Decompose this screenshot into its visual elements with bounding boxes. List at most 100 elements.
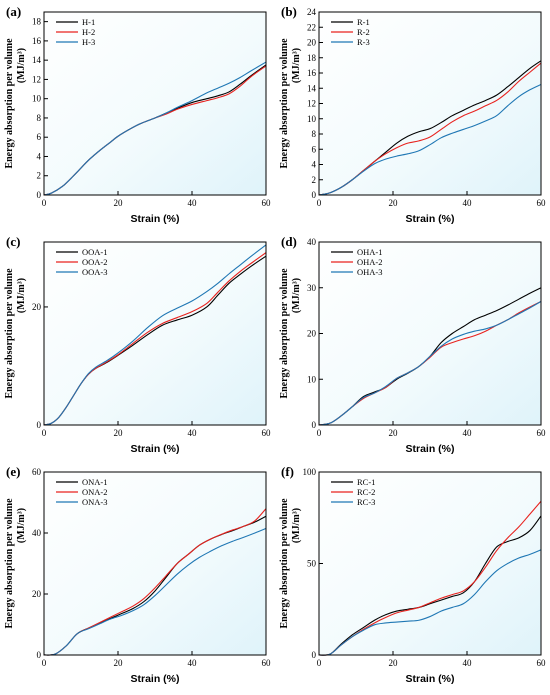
plot-frame <box>318 11 542 196</box>
x-tick-label: 40 <box>188 428 198 438</box>
legend-label: R-2 <box>357 27 370 37</box>
x-tick-label: 60 <box>537 198 547 208</box>
legend-label: RC-2 <box>357 487 375 497</box>
y-tick-label: 18 <box>307 53 317 63</box>
legend-label: H-2 <box>82 27 95 37</box>
y-tick-label: 14 <box>32 55 42 65</box>
y-tick-label: 40 <box>32 528 42 538</box>
y-tick-label: 40 <box>307 237 317 247</box>
x-axis-label: Strain (%) <box>405 443 454 455</box>
x-tick-label: 0 <box>317 428 322 438</box>
x-axis-label: Strain (%) <box>130 443 179 455</box>
y-tick-label: 20 <box>307 329 317 339</box>
y-tick-label: 2 <box>37 171 42 181</box>
legend-label: OHA-1 <box>357 247 383 257</box>
y-tick-label: 22 <box>307 22 316 32</box>
x-tick-label: 0 <box>42 658 47 668</box>
legend-label: H-1 <box>82 17 95 27</box>
y-axis-label: Energy absorption per volume <box>279 268 290 399</box>
series-line <box>43 61 267 196</box>
y-tick-label: 16 <box>307 68 317 78</box>
y-tick-label: 0 <box>37 650 42 660</box>
plot-background <box>319 242 541 425</box>
y-axis-unit: (MJ/m³) <box>16 278 27 313</box>
y-axis-unit: (MJ/m³) <box>16 508 27 543</box>
y-tick-label: 4 <box>37 151 42 161</box>
y-tick-label: 0 <box>312 190 317 200</box>
x-tick-label: 0 <box>42 198 47 208</box>
panel-label: (e) <box>6 464 20 479</box>
x-axis-label: Strain (%) <box>405 673 454 685</box>
x-tick-label: 20 <box>114 428 124 438</box>
chart-panel: (e) 0 20 40 60 0 20 40 60 Strain (%) Energy absorp… <box>4 464 271 685</box>
x-tick-label: 0 <box>317 658 322 668</box>
legend-label: OHA-3 <box>357 267 383 277</box>
plot-frame <box>43 471 267 656</box>
chart-panel: (d) 0 20 40 60 0 10 20 30 40 Strain (%) Energy abso… <box>279 234 546 455</box>
plot-background <box>44 242 266 425</box>
plot-background <box>44 472 266 655</box>
y-tick-label: 10 <box>307 374 317 384</box>
y-tick-label: 18 <box>32 17 42 27</box>
plot-background <box>319 12 541 195</box>
y-axis-label: Energy absorption per volume <box>4 38 15 169</box>
panel-label: (b) <box>281 4 297 19</box>
x-tick-label: 60 <box>262 428 272 438</box>
x-axis-label: Strain (%) <box>130 213 179 225</box>
y-tick-label: 6 <box>37 132 42 142</box>
x-tick-label: 40 <box>188 658 198 668</box>
x-tick-label: 40 <box>463 198 473 208</box>
y-tick-label: 12 <box>32 74 41 84</box>
y-tick-label: 0 <box>37 190 42 200</box>
x-axis-label: Strain (%) <box>405 213 454 225</box>
y-tick-label: 60 <box>32 467 42 477</box>
series-line <box>43 527 267 656</box>
y-axis-unit: (MJ/m³) <box>291 48 302 83</box>
legend-label: R-1 <box>357 17 370 27</box>
y-tick-label: 12 <box>307 99 316 109</box>
series-line <box>318 515 542 656</box>
y-axis-unit: (MJ/m³) <box>291 508 302 543</box>
legend-label: ONA-2 <box>82 487 108 497</box>
plot-frame <box>43 11 267 196</box>
y-tick-label: 20 <box>307 38 317 48</box>
plot-frame <box>318 241 542 426</box>
panel-label: (d) <box>281 234 297 249</box>
y-tick-label: 10 <box>32 94 42 104</box>
x-tick-label: 60 <box>537 428 547 438</box>
plot-background <box>319 472 541 655</box>
x-tick-label: 60 <box>262 658 272 668</box>
x-tick-label: 40 <box>463 658 473 668</box>
series-line <box>318 549 542 656</box>
y-tick-label: 24 <box>307 7 317 17</box>
y-tick-label: 0 <box>312 650 317 660</box>
x-tick-label: 20 <box>389 428 399 438</box>
y-tick-label: 8 <box>37 113 42 123</box>
x-axis-label: Strain (%) <box>130 673 179 685</box>
legend-label: OOA-1 <box>82 247 108 257</box>
y-axis-unit: (MJ/m³) <box>291 278 302 313</box>
y-tick-label: 50 <box>307 559 317 569</box>
x-tick-label: 20 <box>389 198 399 208</box>
x-tick-label: 0 <box>42 428 47 438</box>
y-tick-label: 8 <box>312 129 317 139</box>
y-axis-label: Energy absorption per volume <box>4 498 15 629</box>
panel-label: (a) <box>6 4 21 19</box>
x-tick-label: 60 <box>537 658 547 668</box>
y-tick-label: 0 <box>37 420 42 430</box>
y-tick-label: 20 <box>32 302 42 312</box>
series-line <box>318 300 542 426</box>
x-tick-label: 60 <box>262 198 272 208</box>
plot-background <box>44 12 266 195</box>
y-tick-label: 100 <box>303 467 317 477</box>
legend-label: RC-3 <box>357 497 375 507</box>
x-tick-label: 40 <box>463 428 473 438</box>
y-axis-unit: (MJ/m³) <box>16 48 27 83</box>
panel-label: (f) <box>281 464 294 479</box>
legend-label: ONA-1 <box>82 477 108 487</box>
legend-label: R-3 <box>357 37 370 47</box>
x-tick-label: 20 <box>389 658 399 668</box>
x-tick-label: 20 <box>114 198 124 208</box>
y-tick-label: 30 <box>307 283 317 293</box>
